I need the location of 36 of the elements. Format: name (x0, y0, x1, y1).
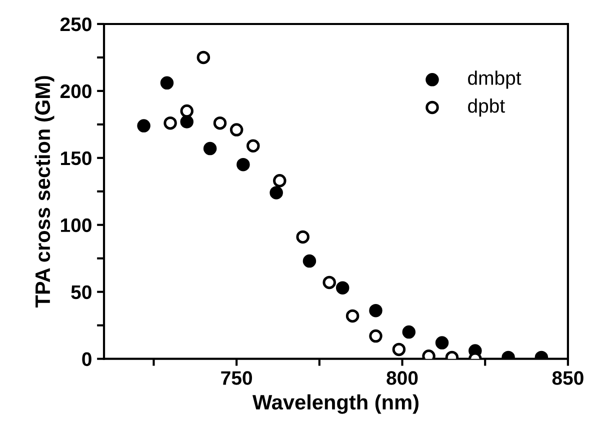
point (160, 76, 174, 90)
x-tick-label: 750 (221, 371, 252, 385)
point (435, 336, 449, 350)
y-axis-title: TPA cross section (GM) (34, 76, 54, 308)
point (137, 119, 150, 132)
point (336, 281, 350, 294)
point (180, 104, 194, 118)
point (322, 276, 336, 290)
x-axis-title: Wavelength (nm) (252, 394, 418, 414)
point (270, 186, 283, 200)
point (230, 123, 244, 136)
legend-label: dpbt (468, 98, 505, 117)
point (203, 142, 217, 156)
point (273, 174, 286, 188)
point (402, 325, 416, 339)
y-tick-label: 0 (82, 352, 92, 366)
x-tick-label: 800 (386, 371, 418, 385)
y-tick-label: 250 (60, 17, 92, 32)
point (296, 230, 310, 244)
point (369, 329, 382, 343)
y-tick-label: 50 (71, 285, 92, 300)
y-tick-label: 150 (60, 151, 92, 166)
point (164, 116, 177, 130)
point (392, 342, 406, 356)
point (369, 304, 382, 318)
point (213, 116, 227, 130)
y-tick-label: 200 (60, 84, 92, 98)
legend-label: dmbpt (468, 70, 522, 89)
point (196, 50, 210, 64)
point (180, 115, 194, 128)
y-tick-label: 100 (60, 218, 92, 232)
point (346, 309, 360, 323)
x-tick-label: 850 (552, 371, 584, 385)
point (236, 158, 250, 172)
point (302, 254, 316, 268)
point (246, 139, 260, 152)
